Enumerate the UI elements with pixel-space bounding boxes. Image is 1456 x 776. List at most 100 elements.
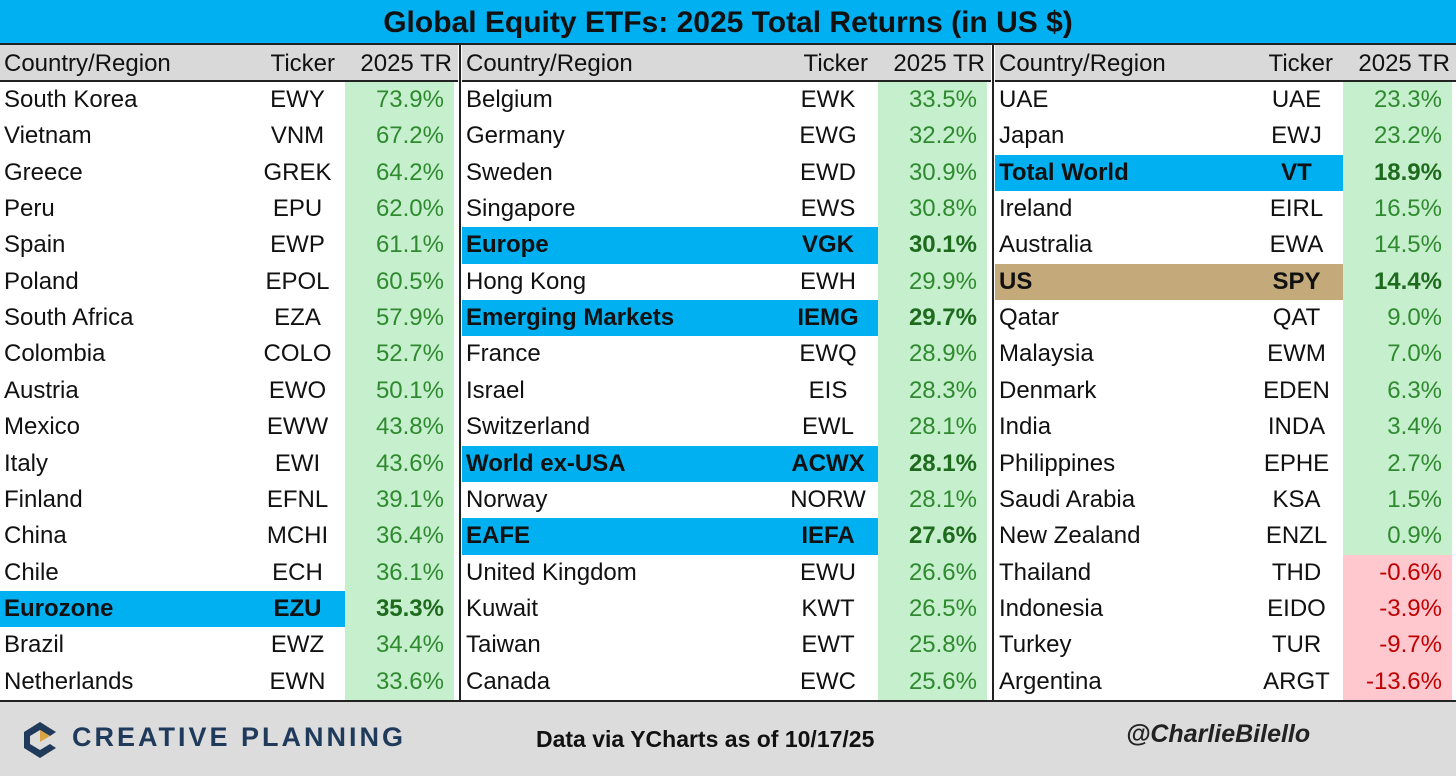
return: 33.5% bbox=[908, 86, 977, 113]
ticker: EPOL bbox=[265, 267, 330, 295]
country: Kuwait bbox=[466, 594, 539, 622]
ticker: EWW bbox=[266, 413, 329, 441]
footer: CREATIVE PLANNING Data via YCharts as of… bbox=[0, 700, 1456, 776]
return-cell-bg bbox=[345, 263, 454, 301]
ticker: EZU bbox=[273, 594, 322, 622]
ticker: EWP bbox=[270, 231, 325, 259]
return-cell-bg bbox=[1343, 227, 1452, 264]
country: Austria bbox=[4, 376, 79, 404]
return: 33.6% bbox=[375, 667, 444, 695]
country: Malaysia bbox=[999, 340, 1094, 368]
country: Switzerland bbox=[466, 413, 591, 441]
return: 43.8% bbox=[375, 413, 444, 441]
return-cell-bg bbox=[345, 590, 454, 628]
country: Israel bbox=[466, 376, 525, 404]
ticker: THD bbox=[1271, 558, 1322, 586]
return-cell-bg bbox=[878, 445, 987, 482]
return: 50.1% bbox=[375, 376, 444, 404]
return: 28.3% bbox=[908, 376, 977, 404]
country: Canada bbox=[466, 667, 551, 695]
ticker: EWG bbox=[799, 122, 857, 150]
return-cell-bg bbox=[1343, 118, 1452, 155]
ticker: INDA bbox=[1267, 413, 1326, 441]
country: UAE bbox=[999, 86, 1049, 113]
return: 14.4% bbox=[1373, 267, 1442, 295]
return: 36.1% bbox=[375, 558, 444, 586]
country: Italy bbox=[4, 449, 49, 477]
return: -0.6% bbox=[1379, 558, 1442, 586]
return: 64.2% bbox=[375, 158, 444, 186]
ticker: EIRL bbox=[1269, 195, 1324, 223]
return-cell-bg bbox=[345, 191, 454, 228]
country: Brazil bbox=[4, 631, 65, 659]
return-cell-bg bbox=[1343, 554, 1452, 591]
column-header: Ticker bbox=[778, 45, 878, 82]
return: 39.1% bbox=[375, 485, 444, 513]
return-cell-bg bbox=[345, 627, 454, 664]
country: Taiwan bbox=[466, 631, 541, 659]
return-cell-bg bbox=[878, 372, 987, 410]
ticker: EWO bbox=[268, 376, 327, 404]
column-header: Country/Region bbox=[995, 45, 1250, 82]
country: Netherlands bbox=[4, 667, 134, 695]
return-cell-bg bbox=[1343, 445, 1452, 482]
return-cell-bg bbox=[1343, 191, 1452, 228]
country: Emerging Markets bbox=[466, 304, 675, 332]
return: 25.6% bbox=[908, 667, 977, 695]
return: 29.7% bbox=[908, 304, 977, 332]
ticker: EWN bbox=[269, 667, 326, 695]
ticker: EWH bbox=[800, 267, 856, 295]
return-cell-bg bbox=[1343, 372, 1452, 410]
title: Global Equity ETFs: 2025 Total Returns (… bbox=[0, 0, 1456, 45]
ticker: EWS bbox=[800, 195, 856, 223]
return-cell-bg bbox=[345, 82, 454, 119]
return: 26.5% bbox=[908, 594, 977, 622]
return-cell-bg bbox=[878, 409, 987, 446]
country: Greece bbox=[4, 158, 83, 186]
country: Poland bbox=[4, 267, 79, 295]
ticker: EFNL bbox=[266, 485, 329, 513]
country: Peru bbox=[4, 195, 55, 223]
return-cell-bg bbox=[878, 300, 987, 337]
return: 7.0% bbox=[1387, 340, 1442, 368]
return-cell-bg bbox=[1343, 518, 1452, 555]
ticker: NORW bbox=[790, 485, 866, 513]
return-cell-bg bbox=[345, 409, 454, 446]
return-cell-bg bbox=[878, 227, 987, 264]
return-cell-bg bbox=[878, 663, 987, 700]
return-cell-bg bbox=[345, 445, 454, 482]
column-header: Country/Region bbox=[462, 45, 778, 82]
ticker: QAT bbox=[1272, 304, 1321, 332]
return-cell-bg bbox=[878, 82, 987, 119]
country: China bbox=[4, 522, 67, 550]
country: Qatar bbox=[999, 304, 1060, 332]
return: 23.3% bbox=[1373, 86, 1442, 113]
country: Indonesia bbox=[999, 594, 1104, 622]
ticker: EPHE bbox=[1263, 449, 1330, 477]
row-highlight bbox=[462, 445, 878, 482]
return: 60.5% bbox=[375, 267, 444, 295]
return: 67.2% bbox=[375, 122, 444, 150]
return: -9.7% bbox=[1379, 631, 1442, 659]
return-cell-bg bbox=[1343, 409, 1452, 446]
logo-text: CREATIVE PLANNING bbox=[72, 722, 407, 752]
return: 30.9% bbox=[908, 158, 977, 186]
column-header: 2025 TR bbox=[1343, 45, 1456, 82]
return-cell-bg bbox=[345, 481, 454, 519]
return-cell-bg bbox=[1343, 82, 1452, 119]
country: EAFE bbox=[466, 522, 531, 550]
return-cell-bg bbox=[345, 554, 454, 591]
ticker: KWT bbox=[801, 594, 855, 622]
ticker: EWU bbox=[800, 558, 856, 586]
group-divider bbox=[992, 45, 994, 700]
return: 32.2% bbox=[908, 122, 977, 150]
return-cell-bg bbox=[1343, 663, 1452, 700]
ticker: EIS bbox=[808, 376, 848, 404]
ticker: EWT bbox=[801, 631, 855, 659]
return: 28.1% bbox=[908, 449, 977, 477]
country: US bbox=[999, 267, 1033, 295]
row-highlight bbox=[0, 590, 345, 628]
country: Spain bbox=[4, 231, 66, 259]
country: Mexico bbox=[4, 413, 81, 441]
return: 62.0% bbox=[375, 195, 444, 223]
